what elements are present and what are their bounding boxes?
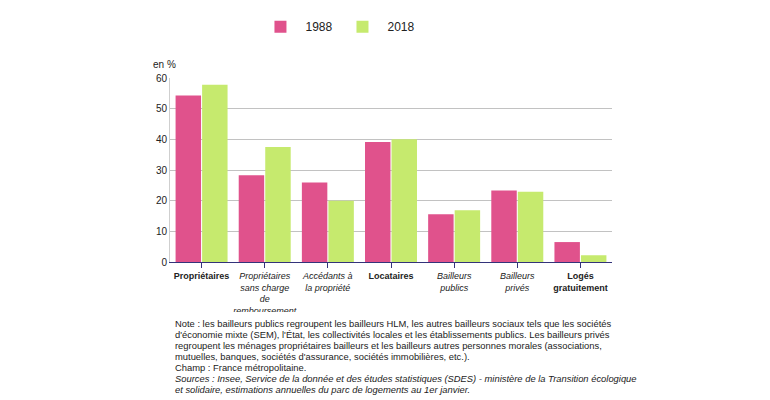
svg-text:20: 20 — [156, 195, 168, 206]
svg-text:Accédants àla propriété: Accédants àla propriété — [302, 271, 353, 293]
svg-text:en %: en % — [153, 59, 176, 70]
html-text:Note : les bailleurs publics r: Note : les bailleurs publics regroupent … — [175, 318, 612, 362]
svg-text:2018: 2018 — [387, 20, 414, 34]
svg-text:Bailleurspublics: Bailleurspublics — [437, 271, 472, 293]
svg-text:60: 60 — [156, 73, 168, 84]
svg-text:1988: 1988 — [305, 20, 332, 34]
svg-text:Locataires: Locataires — [368, 271, 413, 281]
html-text:Champ : France métropolitaine.: Champ : France métropolitaine. — [175, 362, 307, 373]
svg-text:30: 30 — [156, 165, 168, 176]
svg-text:Propriétaires: Propriétaires — [174, 271, 230, 281]
svg-text:50: 50 — [156, 103, 168, 114]
svg-text:Bailleursprivés: Bailleursprivés — [500, 271, 535, 293]
svg-text:Logésgratuitement: Logésgratuitement — [553, 271, 608, 293]
html-text:Sources : Insee, Service de la: Sources : Insee, Service de la donnée et… — [175, 373, 637, 395]
svg-text:40: 40 — [156, 134, 168, 145]
svg-text:0: 0 — [161, 257, 167, 268]
svg-text:10: 10 — [156, 226, 168, 237]
svg-text:Propriétairessans chargederemb: Propriétairessans chargederemboursement — [233, 271, 297, 312]
